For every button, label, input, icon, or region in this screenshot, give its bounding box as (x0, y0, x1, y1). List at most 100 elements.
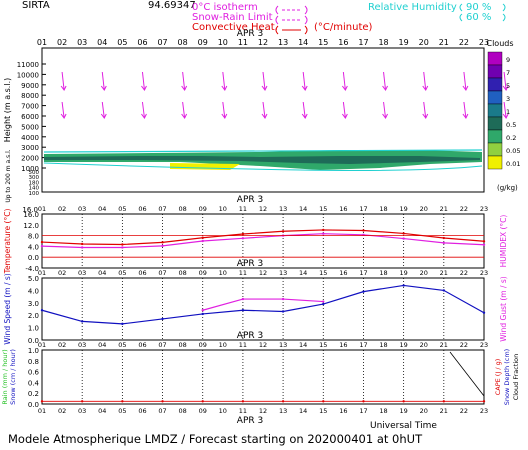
y-tick-label: 500 (29, 170, 40, 176)
y-tick-label: 9000 (21, 82, 39, 90)
data-point (482, 243, 486, 246)
arrow-shaft (342, 71, 346, 91)
data-point (281, 400, 285, 403)
tick-label: 04 (98, 407, 106, 415)
y-tick-label: 3.0 (28, 300, 39, 308)
data-point (402, 232, 405, 235)
arrow-head (301, 113, 308, 119)
temperature-panel: APR 3 01 02 03 04 05 06 07 08 09 10 11 12 13 14 15 16 17 1… (3, 195, 508, 274)
tick-label: 08 (178, 205, 186, 213)
tick-label: 23 (480, 269, 488, 277)
tick-label: 20 (420, 341, 428, 349)
rh-contour-90 (43, 149, 483, 153)
tick-label: 17 (359, 407, 367, 415)
convective-arrow (60, 71, 67, 119)
arrow-shaft (262, 101, 266, 119)
tick-label: 04 (98, 269, 106, 277)
data-point (362, 229, 365, 232)
y-tick-label: 16.0 (23, 211, 39, 219)
tick-label: 01 (37, 38, 47, 47)
convective-arrow (141, 71, 147, 119)
arrow-head (341, 85, 348, 91)
y-tick-label: 16.0 (22, 206, 38, 214)
tick-label: 22 (460, 269, 468, 277)
convective-arrow (422, 71, 429, 119)
tick-label: 01 (38, 205, 46, 213)
y2-axis-label: HUMIDEX (°C) (499, 215, 508, 268)
arrow-shaft (383, 71, 387, 91)
tick-label: 17 (359, 269, 367, 277)
arrow-shaft (383, 101, 387, 119)
arrow-shaft (463, 101, 467, 119)
tick-label: 03 (78, 341, 86, 349)
arrow-head (181, 85, 188, 91)
tick-label: 13 (278, 38, 288, 47)
arrow-shaft (61, 101, 65, 119)
arrow-shaft (503, 71, 507, 91)
tick-label: 10 (219, 341, 227, 349)
legend-level: 7 (506, 69, 510, 77)
data-point (80, 242, 84, 246)
y-tick-label: 8000 (21, 92, 39, 100)
tick-label: 06 (137, 38, 147, 47)
y-tick-label: 100 (29, 191, 40, 197)
tick-label: 18 (379, 205, 387, 213)
arrow-head (141, 85, 147, 91)
tick-label: 20 (420, 407, 428, 415)
legend-swatch (487, 51, 503, 66)
legend-level: 3 (506, 95, 510, 103)
tick-label: 19 (399, 205, 407, 213)
y-axis-label: Wind Speed (m / s) (3, 273, 12, 345)
tick-label: 11 (238, 38, 248, 47)
tick-label: 20 (420, 269, 428, 277)
series-line (41, 233, 485, 249)
arrow-head (221, 113, 228, 119)
arrow-shaft (141, 71, 145, 91)
tick-label: 02 (58, 407, 66, 415)
arrow-shaft (141, 101, 145, 119)
y-tick-label: 300 (29, 175, 40, 181)
tick-label: 05 (118, 205, 126, 213)
rh-label: Relative Humidity (368, 2, 457, 13)
arrow-shaft (262, 71, 266, 91)
convective-arrow (301, 71, 308, 119)
tick-label: 15 (319, 407, 327, 415)
data-point (80, 400, 84, 403)
arrow-shaft (463, 71, 467, 91)
tick-label: 05 (118, 269, 126, 277)
cloud-fraction-line (449, 351, 485, 397)
y-tick-label: 11000 (17, 61, 39, 69)
data-point (201, 312, 204, 316)
data-point (121, 246, 124, 249)
tick-label: 22 (460, 407, 468, 415)
legend-level: 5 (506, 82, 510, 90)
tick-label: 22 (459, 38, 469, 47)
tick-label: 08 (178, 407, 186, 415)
tick-label: 13 (279, 341, 287, 349)
tick-label: 02 (57, 38, 67, 47)
arrow-head (422, 113, 429, 119)
cloud-panel: APR 3 Height (m a.s.l.) Up to 200 m a.s.l.… (3, 29, 520, 203)
y-tick-label: 12.0 (23, 222, 39, 230)
convective-arrow (462, 71, 469, 119)
tick-label: 14 (299, 341, 307, 349)
arrow-head (382, 85, 388, 91)
tick-label: 12 (258, 38, 268, 47)
tick-label: 19 (399, 341, 407, 349)
tick-label: 13 (279, 205, 287, 213)
y-tick-label: 3000 (21, 144, 39, 152)
tick-label: 10 (219, 269, 227, 277)
arrow-head (502, 113, 509, 119)
legend-swatch (487, 155, 503, 170)
y2-axis-label: Wind Gust (m / s) (499, 276, 508, 341)
tick-label: 16 (339, 269, 347, 277)
data-point (40, 244, 44, 248)
convective-arrow (502, 71, 509, 119)
data-point (442, 289, 446, 292)
date-label: APR 3 (237, 331, 263, 341)
date-label: APR 3 (237, 29, 263, 39)
arrow-shaft (101, 101, 105, 119)
tick-label: 14 (299, 205, 307, 213)
tick-label: 11 (239, 205, 247, 213)
y-tick-label: 0.8 (28, 358, 39, 366)
